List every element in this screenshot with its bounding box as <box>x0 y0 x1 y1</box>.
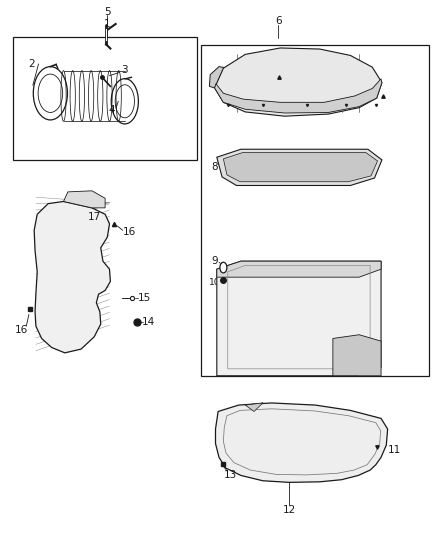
Bar <box>13 37 197 160</box>
Text: 1: 1 <box>104 19 111 29</box>
Polygon shape <box>34 201 110 353</box>
Text: 12: 12 <box>283 505 296 515</box>
Polygon shape <box>215 79 382 113</box>
Text: 10: 10 <box>209 278 220 287</box>
Polygon shape <box>223 152 378 182</box>
Text: 5: 5 <box>104 7 111 17</box>
Text: 8: 8 <box>211 163 218 172</box>
Polygon shape <box>209 67 234 88</box>
Text: 16: 16 <box>15 326 28 335</box>
Text: 16: 16 <box>123 227 136 237</box>
Text: 13: 13 <box>223 471 237 480</box>
Polygon shape <box>217 149 382 185</box>
Polygon shape <box>333 335 381 376</box>
Text: 17: 17 <box>88 213 101 222</box>
Text: 3: 3 <box>121 66 128 75</box>
Text: 15: 15 <box>138 294 151 303</box>
Text: 7: 7 <box>310 72 317 82</box>
Polygon shape <box>245 403 263 411</box>
Polygon shape <box>215 48 382 116</box>
Text: 14: 14 <box>142 318 155 327</box>
Polygon shape <box>217 261 381 277</box>
Bar <box>201 45 429 376</box>
Text: 4: 4 <box>108 106 115 115</box>
Text: 11: 11 <box>388 445 401 455</box>
Text: 2: 2 <box>28 59 35 69</box>
Polygon shape <box>217 261 381 376</box>
Polygon shape <box>64 191 105 208</box>
Text: 9: 9 <box>211 256 218 266</box>
Polygon shape <box>215 403 388 482</box>
Text: 6: 6 <box>275 17 282 26</box>
Ellipse shape <box>220 262 227 273</box>
